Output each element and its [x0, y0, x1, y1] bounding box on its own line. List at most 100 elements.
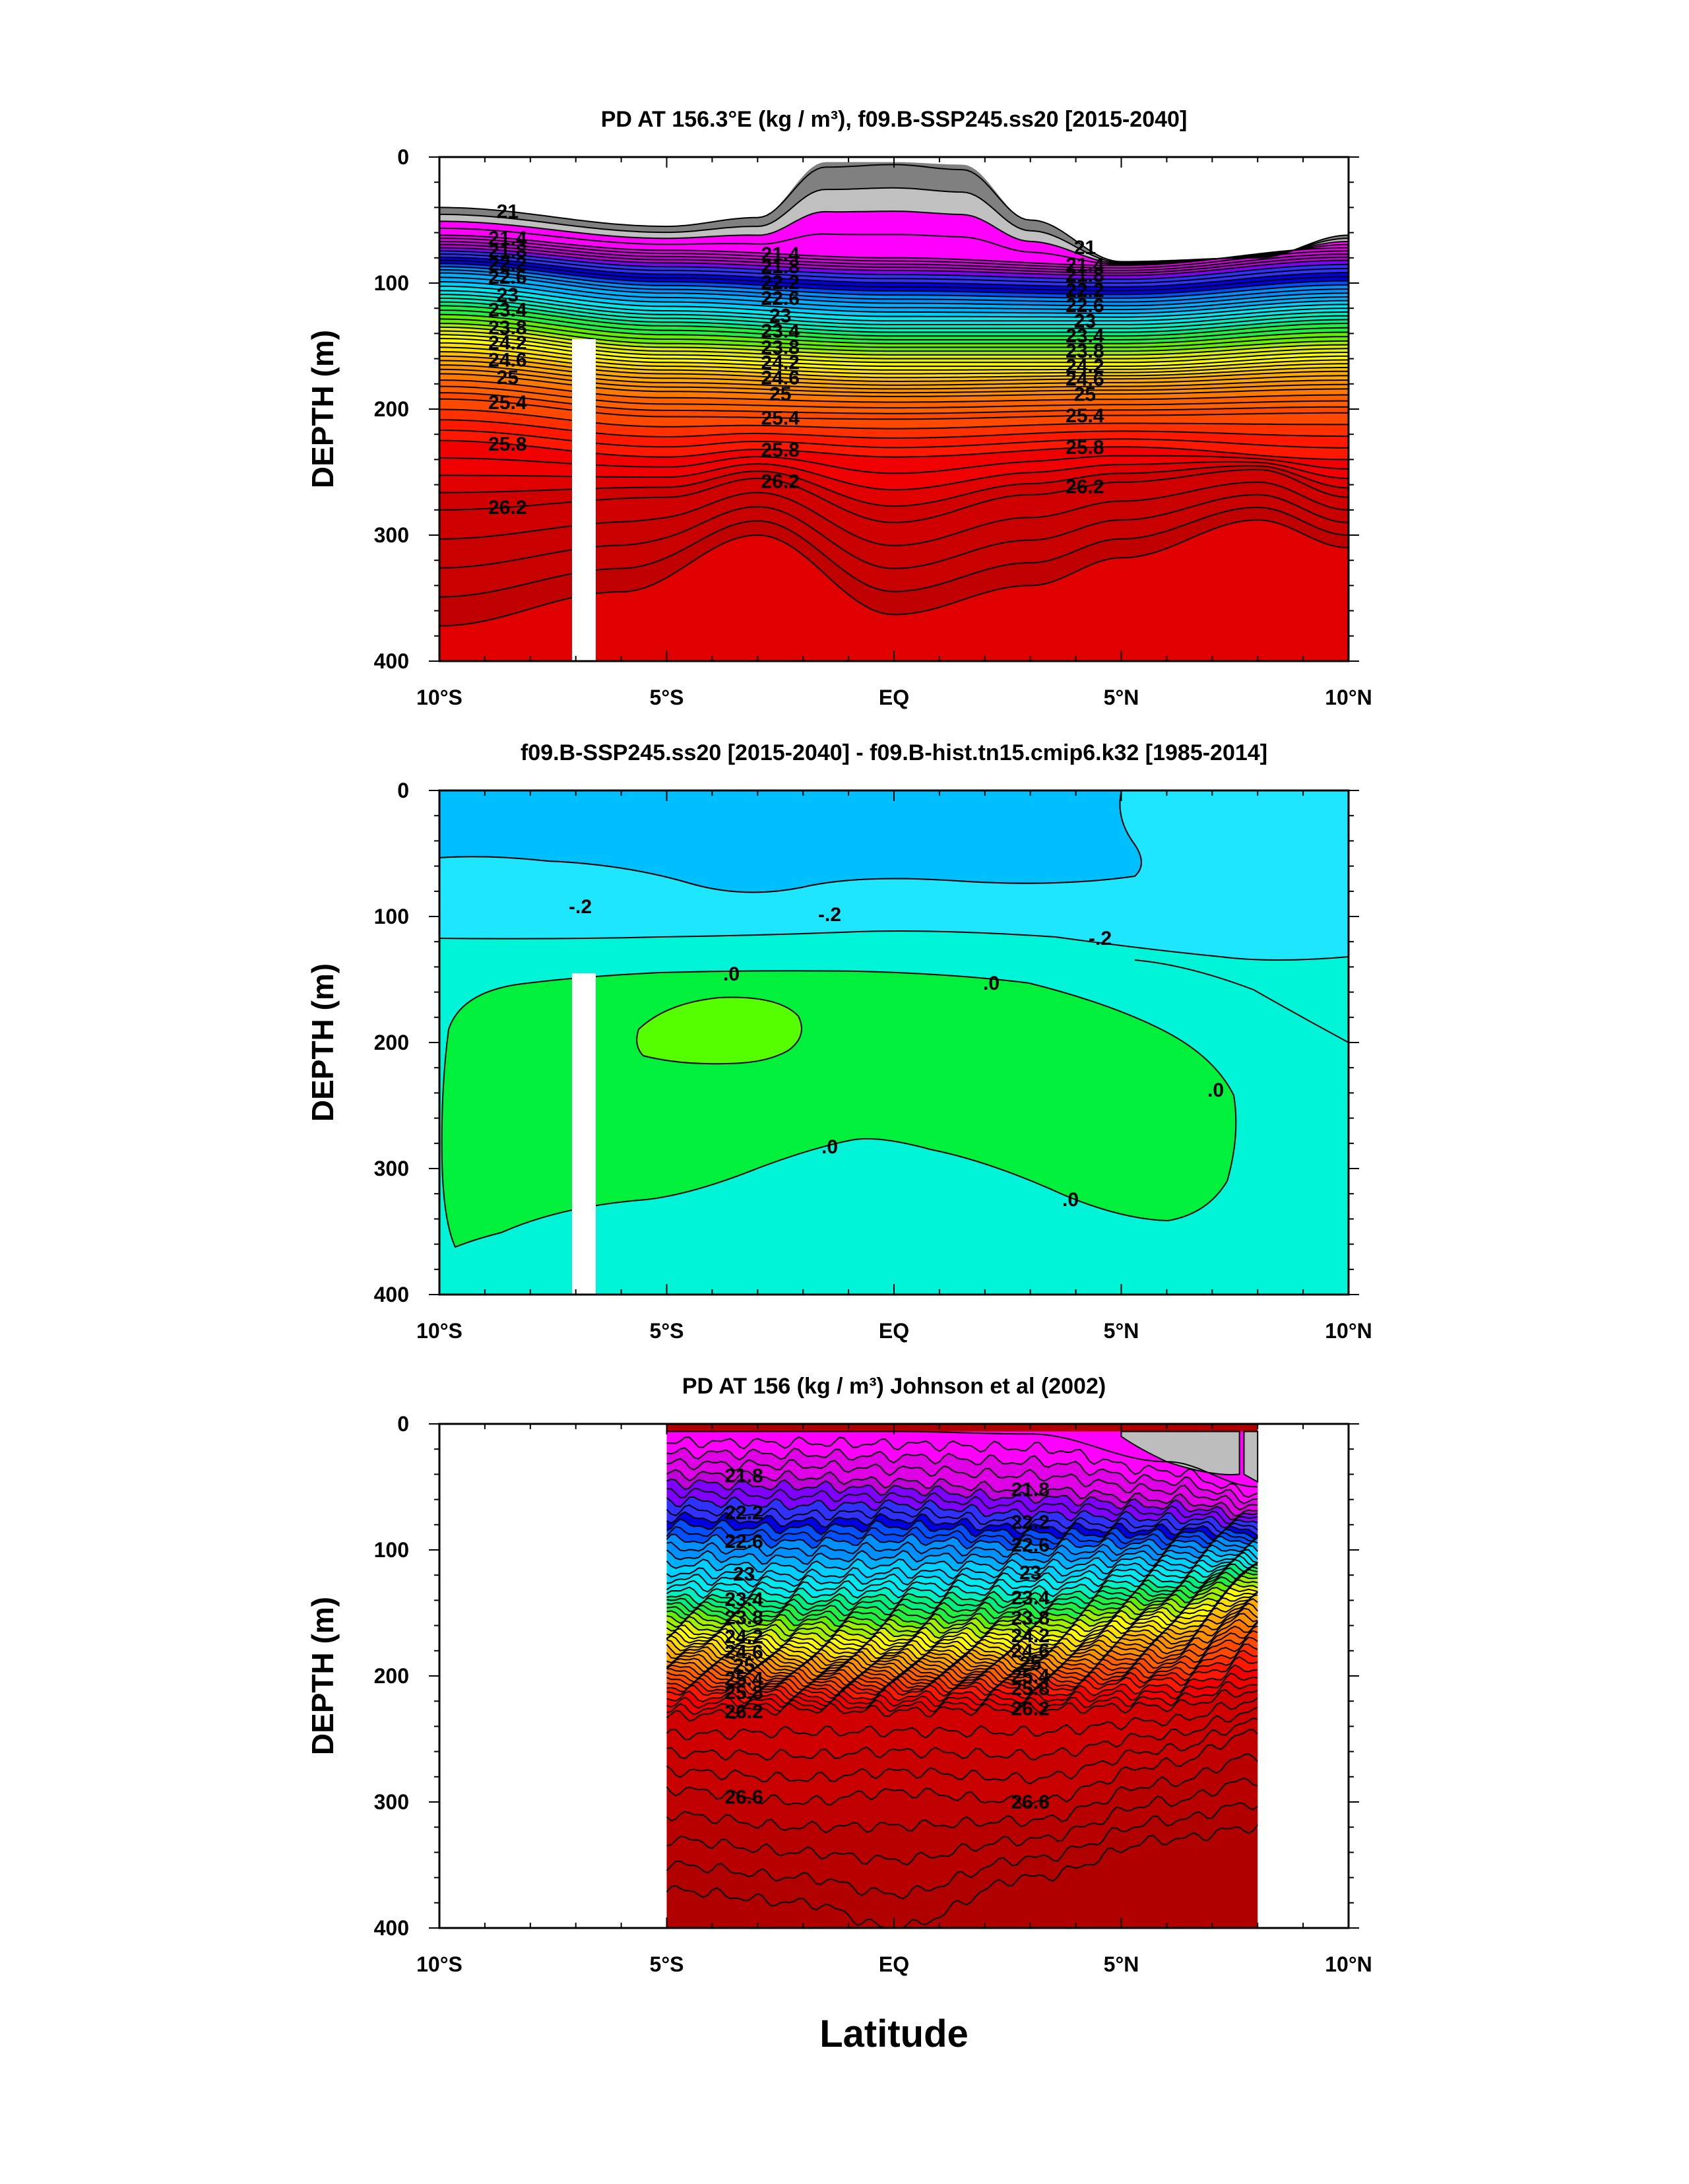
isopycnal-line — [666, 1650, 1258, 1698]
density-band — [666, 1526, 1258, 1551]
contour-label: 21.4 — [761, 243, 800, 265]
contour-label: 22.6 — [761, 288, 800, 309]
isopycnal-line — [666, 1518, 1258, 1541]
density-band — [439, 469, 1349, 546]
contour-label: 25.4 — [1066, 405, 1104, 427]
contour-label: 23.8 — [761, 337, 800, 358]
y-tick-label: 300 — [374, 523, 409, 547]
x-tick-label: EQ — [879, 1319, 909, 1343]
contour-label: 23.4 — [761, 321, 800, 342]
density-band — [439, 251, 1349, 283]
isopycnal-line — [666, 1496, 1258, 1529]
isopycnal-line — [666, 1625, 1258, 1685]
isopycnal-line — [666, 1579, 1258, 1638]
y-tick-label: 300 — [374, 1790, 409, 1814]
density-band — [439, 244, 1349, 276]
contour-label: 21 — [497, 201, 519, 222]
contour-label: 24.2 — [761, 352, 800, 373]
x-tick-label: 10°S — [416, 686, 462, 709]
isopycnal-line — [666, 1587, 1258, 1648]
panel-2-contour-label: .0 — [723, 963, 740, 985]
contour-label: 24.2 — [488, 332, 526, 354]
contour-label: 24.2 — [724, 1626, 763, 1648]
contour-label: 25.8 — [724, 1682, 763, 1704]
density-band — [666, 1448, 1258, 1510]
isopycnal-line — [666, 1551, 1258, 1588]
isopycnal-line — [666, 1533, 1258, 1551]
contour-label: 21.8 — [724, 1465, 763, 1487]
contour-label: 25.4 — [724, 1669, 763, 1690]
density-band — [439, 228, 1349, 266]
isopycnal-line — [439, 269, 1349, 303]
panel-1: PD AT 156.3°E (kg / m³), f09.B-SSP245.ss… — [438, 107, 1350, 662]
x-tick-label: 5°N — [1104, 686, 1139, 709]
isopycnal-line — [439, 266, 1349, 299]
isopycnal-line — [666, 1558, 1258, 1599]
panel-3-axes: 10°S 5°S EQ 5°N 10°N 0 100 200 300 400 DEPTH (m) — [305, 1412, 1372, 1976]
figure-x-axis-label: Latitude — [819, 2012, 969, 2055]
isopycnal-line — [666, 1568, 1258, 1622]
contour-label: 21.8 — [1066, 265, 1104, 286]
contour-label: 25 — [497, 367, 519, 389]
contour-label: 26.6 — [724, 1786, 763, 1808]
contour-label: 25.8 — [761, 439, 800, 461]
density-band — [666, 1549, 1258, 1587]
y-tick-label: 0 — [397, 145, 409, 169]
isopycnal-line — [666, 1430, 1258, 1488]
isopycnal-line — [666, 1591, 1258, 1658]
isopycnal-line — [439, 309, 1349, 340]
density-band — [439, 257, 1349, 291]
x-tick-label: 10°N — [1325, 1952, 1372, 1976]
contour-label: 24.6 — [1011, 1640, 1050, 1662]
panel-3-title: PD AT 156 (kg / m³) Johnson et al (2002) — [682, 1374, 1106, 1399]
panel-2-boundary-lower — [1134, 959, 1349, 1043]
contour-label: 21.8 — [1011, 1479, 1050, 1500]
panel-2-contour-label: -.2 — [818, 904, 841, 926]
density-band — [666, 1469, 1258, 1520]
contour-label: 24.2 — [1066, 356, 1104, 377]
isopycnal-line — [666, 1824, 1258, 1928]
isopycnal-line — [666, 1526, 1258, 1546]
contour-label: 24.2 — [1011, 1625, 1050, 1647]
density-band — [439, 365, 1349, 393]
x-tick-label: 5°S — [650, 1319, 684, 1343]
isopycnal-line — [439, 238, 1349, 269]
isopycnal-line — [666, 1729, 1258, 1809]
contour-label: 22.6 — [488, 267, 526, 288]
isopycnal-line — [439, 301, 1349, 333]
density-band — [666, 1559, 1258, 1605]
isopycnal-line — [439, 318, 1349, 348]
isopycnal-line — [439, 290, 1349, 322]
contour-label: 26.2 — [761, 471, 800, 493]
isopycnal-line — [666, 1613, 1258, 1674]
isopycnal-line — [666, 1540, 1258, 1565]
panel-2-contour-label: .0 — [821, 1136, 838, 1158]
contour-label: 22.2 — [488, 253, 526, 275]
isopycnal-line — [439, 256, 1349, 288]
isopycnal-line — [666, 1591, 1258, 1654]
isopycnal-line — [439, 250, 1349, 280]
density-band — [666, 1619, 1258, 1681]
x-tick-label: 5°N — [1104, 1319, 1139, 1343]
contour-label: 23.8 — [1011, 1607, 1050, 1629]
y-axis-label: DEPTH (m) — [305, 330, 340, 488]
x-tick-label: 5°S — [650, 1952, 684, 1976]
density-band — [666, 1537, 1258, 1564]
density-band — [439, 466, 1349, 523]
density-band — [439, 386, 1349, 414]
density-band — [666, 1754, 1258, 1865]
x-tick-label: EQ — [879, 1952, 909, 1976]
isopycnal-line — [666, 1583, 1258, 1642]
y-axis-label: DEPTH (m) — [305, 1597, 340, 1755]
contour-label: 25 — [733, 1655, 755, 1677]
contour-label: 24.6 — [761, 367, 800, 389]
contour-label: 21.4 — [488, 228, 527, 249]
contour-label: 22.6 — [1066, 295, 1104, 317]
panel-3-plot-area — [439, 1424, 1349, 1928]
isopycnal-line — [439, 263, 1349, 296]
density-band — [666, 1479, 1258, 1524]
isopycnal-line — [666, 1697, 1258, 1741]
y-tick-label: 200 — [374, 1664, 409, 1688]
